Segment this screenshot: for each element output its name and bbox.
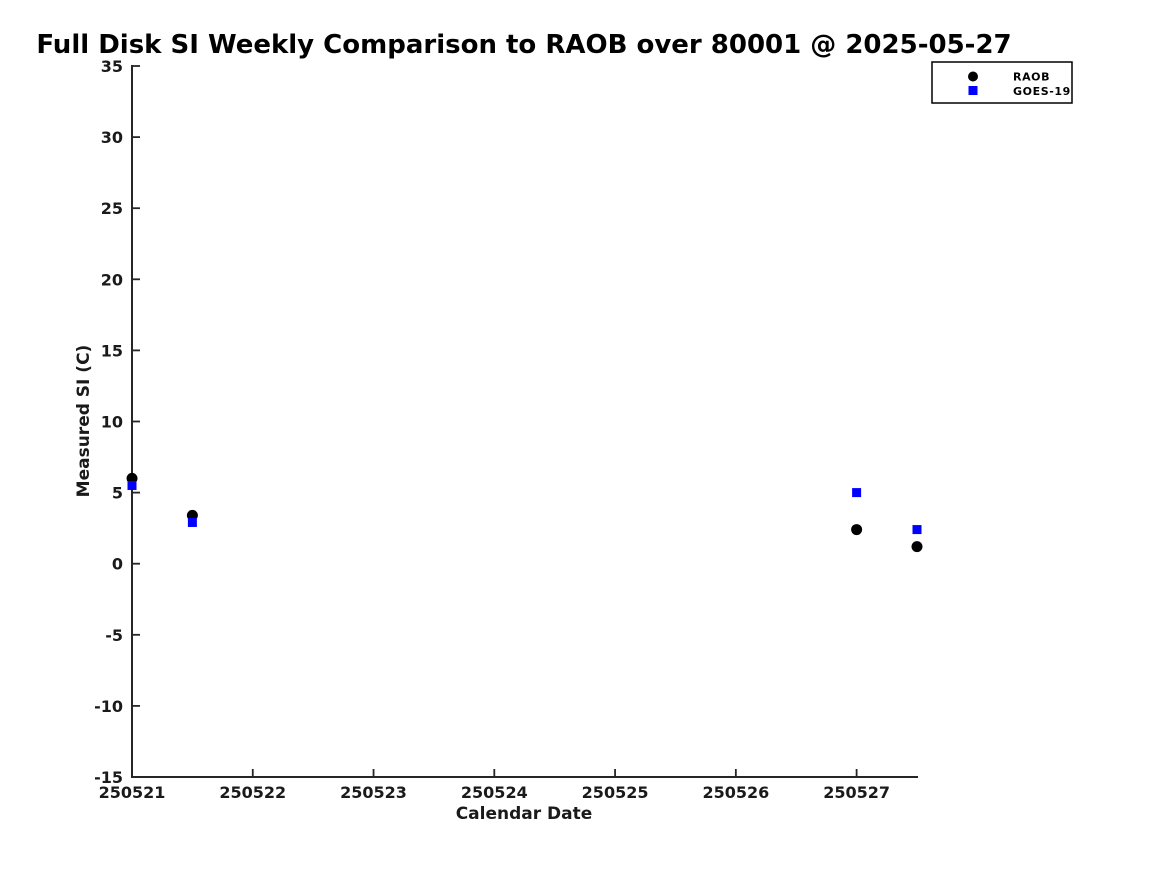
point-raob	[911, 541, 923, 553]
axes: 250521 250522 250523 250524 250525 250526 2505…	[94, 57, 918, 802]
y-tick-label: 35	[101, 57, 123, 76]
y-tick-label: 15	[101, 341, 123, 360]
y-axis-label: Measured SI (C)	[74, 345, 94, 498]
y-tick-label: 30	[101, 128, 123, 147]
data-points	[126, 472, 923, 553]
point-raob	[851, 524, 863, 536]
y-tick-label: -10	[94, 697, 123, 716]
y-tick-label: 20	[101, 270, 123, 289]
point-goes-19	[127, 480, 137, 490]
x-axis-label: Calendar Date	[456, 804, 593, 824]
y-tick-label: -5	[105, 626, 123, 645]
x-tick-label: 250521	[99, 783, 166, 802]
y-tick-label: 10	[101, 413, 123, 432]
x-tick-label: 250522	[219, 783, 286, 802]
x-tick-label: 250527	[823, 783, 890, 802]
x-tick-label: 250525	[582, 783, 649, 802]
chart-title: Full Disk SI Weekly Comparison to RAOB o…	[36, 30, 1011, 60]
x-tick-label: 250524	[461, 783, 528, 802]
legend-marker-circle-icon	[968, 71, 978, 82]
point-goes-19	[912, 525, 922, 535]
y-tick-label: -15	[94, 768, 123, 787]
x-tick-label: 250526	[702, 783, 769, 802]
y-tick-label: 5	[112, 484, 123, 503]
legend-box	[931, 61, 1073, 104]
legend: RAOB GOES-19	[931, 61, 1073, 104]
y-tick-label: 25	[101, 199, 123, 218]
point-goes-19	[852, 488, 862, 498]
legend-label-goes19: GOES-19	[1013, 85, 1071, 98]
legend-label-raob: RAOB	[1013, 71, 1050, 84]
legend-marker-square-icon	[968, 86, 978, 95]
point-goes-19	[187, 517, 197, 527]
y-tick-label: 0	[112, 555, 123, 574]
x-tick-label: 250523	[340, 783, 407, 802]
